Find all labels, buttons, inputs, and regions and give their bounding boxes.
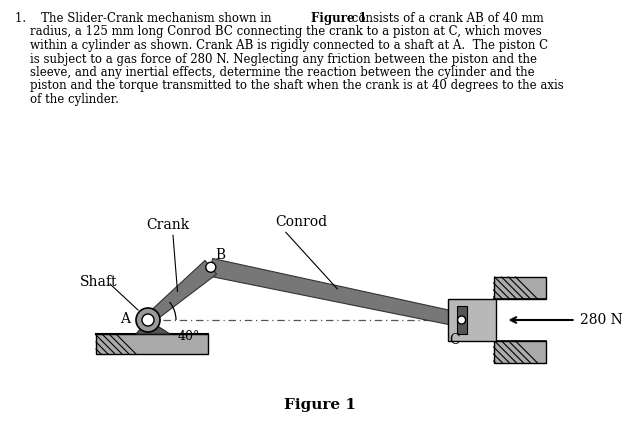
Text: consists of a crank AB of 40 mm: consists of a crank AB of 40 mm: [348, 12, 544, 25]
Text: within a cylinder as shown. Crank AB is rigidly connected to a shaft at A.  The : within a cylinder as shown. Crank AB is …: [15, 39, 548, 52]
Text: is subject to a gas force of 280 N. Neglecting any friction between the piston a: is subject to a gas force of 280 N. Negl…: [15, 53, 537, 65]
Text: radius, a 125 mm long Conrod BC connecting the crank to a piston at C, which mov: radius, a 125 mm long Conrod BC connecti…: [15, 25, 542, 39]
Text: C: C: [449, 333, 460, 347]
Circle shape: [206, 262, 216, 272]
Text: 280 N: 280 N: [579, 313, 622, 327]
Text: A: A: [120, 312, 130, 326]
Text: 1.    The Slider-Crank mechanism shown in: 1. The Slider-Crank mechanism shown in: [15, 12, 275, 25]
Circle shape: [136, 308, 160, 332]
Text: of the cylinder.: of the cylinder.: [15, 93, 119, 106]
Text: 40°: 40°: [178, 330, 201, 343]
Text: Figure 1: Figure 1: [311, 12, 367, 25]
Bar: [494, 341, 545, 363]
Polygon shape: [136, 320, 170, 334]
Text: Figure 1: Figure 1: [285, 398, 356, 412]
Bar: [96, 334, 208, 354]
Bar: [456, 306, 467, 334]
Bar: [447, 299, 495, 341]
Polygon shape: [209, 259, 463, 327]
Circle shape: [458, 316, 465, 324]
Text: Crank: Crank: [146, 218, 190, 232]
Polygon shape: [145, 260, 217, 324]
Text: piston and the torque transmitted to the shaft when the crank is at 40 degrees t: piston and the torque transmitted to the…: [15, 80, 563, 92]
Circle shape: [142, 314, 154, 326]
Text: B: B: [215, 248, 225, 262]
Text: Shaft: Shaft: [80, 275, 117, 289]
Bar: [494, 277, 545, 299]
Text: sleeve, and any inertial effects, determine the reaction between the cylinder an: sleeve, and any inertial effects, determ…: [15, 66, 535, 79]
Text: Conrod: Conrod: [275, 215, 327, 229]
